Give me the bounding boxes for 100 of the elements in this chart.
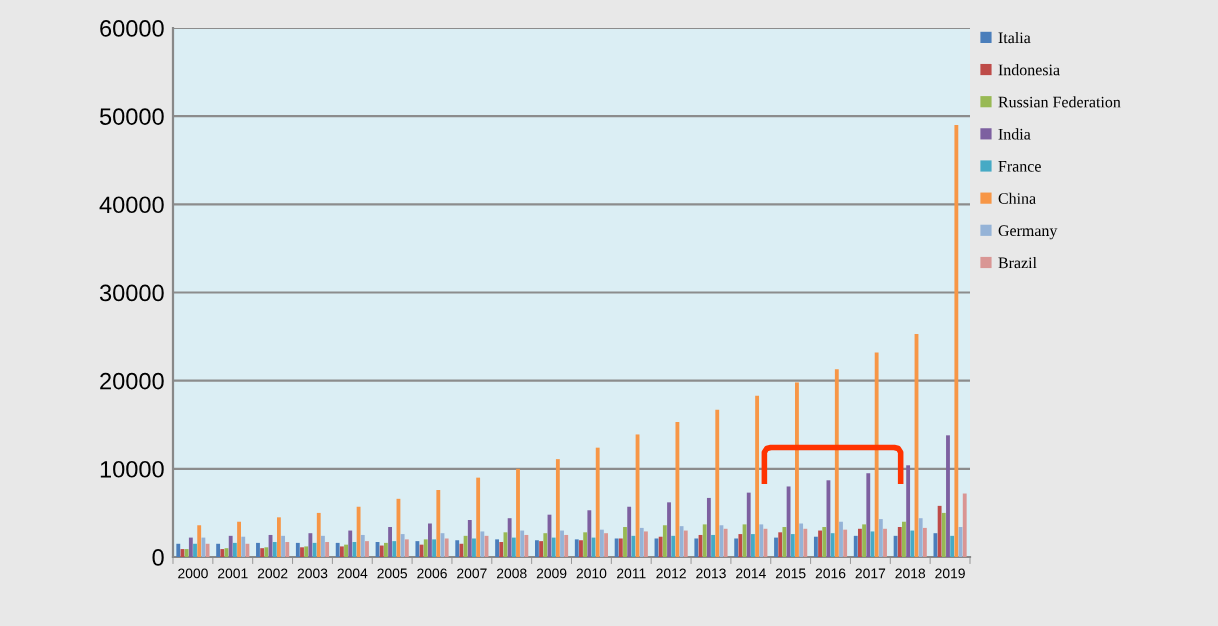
bar	[595, 447, 600, 557]
bar	[579, 540, 583, 557]
bar	[348, 530, 353, 557]
x-tick-label: 2011	[617, 568, 646, 579]
x-tick-label: 2000	[178, 568, 208, 579]
bar	[436, 489, 441, 557]
bar	[520, 530, 525, 557]
bar	[472, 538, 476, 557]
bar	[193, 543, 197, 557]
bar	[467, 519, 472, 557]
bar	[260, 548, 265, 557]
bar	[790, 534, 795, 557]
x-tick-label: 2018	[895, 568, 926, 579]
legend-label: Brazil	[998, 257, 1037, 269]
bar	[388, 527, 393, 557]
bar	[228, 535, 233, 557]
bar	[383, 542, 388, 557]
bar	[325, 542, 330, 557]
x-tick-label: 2019	[935, 568, 965, 579]
bar	[853, 535, 858, 557]
y-tick-label: 60000	[100, 20, 164, 37]
bar	[803, 528, 808, 557]
x-tick-label: 2012	[656, 568, 686, 579]
x-tick-label: 2010	[576, 568, 607, 579]
bar	[878, 519, 883, 557]
y-tick-label: 30000	[99, 284, 164, 302]
bar	[782, 527, 787, 557]
bar	[631, 535, 636, 557]
legend-label: Russian Federation	[998, 96, 1121, 108]
bar	[937, 505, 942, 557]
bar	[423, 539, 428, 557]
bar	[551, 537, 556, 557]
x-tick-label: 2017	[855, 568, 886, 579]
bar	[241, 536, 246, 557]
bar	[639, 527, 644, 557]
bar	[555, 459, 560, 557]
bar	[276, 517, 281, 557]
bar	[232, 542, 237, 557]
bar	[415, 541, 420, 557]
bar	[604, 533, 608, 557]
bar	[671, 535, 676, 557]
bar	[866, 473, 871, 557]
y-tick-label: 0	[152, 549, 164, 566]
bar	[564, 534, 569, 557]
bar	[264, 547, 269, 557]
bar	[883, 528, 887, 557]
bar	[339, 546, 344, 557]
y-tick-label: 40000	[99, 196, 164, 214]
x-tick-label: 2001	[218, 568, 248, 579]
bar	[543, 533, 548, 557]
legend-label: Indonesia	[998, 64, 1060, 76]
legend-label: India	[998, 128, 1031, 140]
bar	[356, 506, 361, 557]
bar	[220, 549, 225, 557]
bar	[954, 124, 959, 557]
bar	[599, 529, 604, 557]
bar	[176, 543, 181, 557]
bar	[614, 538, 619, 557]
bar	[795, 382, 799, 557]
bar	[480, 531, 485, 557]
bar	[910, 530, 915, 557]
bar	[906, 465, 911, 557]
bar	[627, 506, 632, 557]
x-tick-label: 2007	[457, 568, 487, 579]
bar	[237, 521, 241, 557]
bar	[574, 539, 579, 557]
bar	[400, 534, 405, 557]
bar	[759, 524, 764, 557]
y-tick-label: 50000	[99, 108, 164, 125]
bar	[507, 518, 512, 557]
legend-label: China	[998, 192, 1036, 204]
x-tick-label: 2015	[775, 568, 806, 579]
bar	[308, 533, 313, 557]
x-tick-label: 2016	[815, 568, 846, 579]
x-tick-label: 2006	[417, 568, 447, 579]
bar	[459, 543, 464, 557]
bar	[902, 521, 906, 557]
bar	[432, 539, 437, 557]
bar	[750, 534, 755, 557]
bar	[857, 528, 862, 557]
x-tick-label: 2004	[337, 568, 368, 579]
bar	[830, 533, 835, 557]
bar	[201, 537, 206, 557]
legend-label: Italia	[998, 31, 1031, 44]
bar	[272, 542, 277, 557]
bar	[738, 534, 743, 557]
bar	[839, 521, 843, 557]
bar	[379, 545, 384, 557]
bar	[946, 435, 950, 557]
y-tick-label: 20000	[100, 372, 164, 390]
bar	[679, 526, 684, 557]
bar	[495, 539, 499, 557]
bar	[774, 537, 778, 557]
bar	[893, 535, 898, 557]
bar	[316, 512, 321, 557]
bar	[463, 535, 468, 557]
bar	[344, 544, 348, 557]
x-tick-label: 2005	[377, 568, 408, 579]
bar	[184, 549, 189, 557]
bar	[843, 529, 848, 557]
